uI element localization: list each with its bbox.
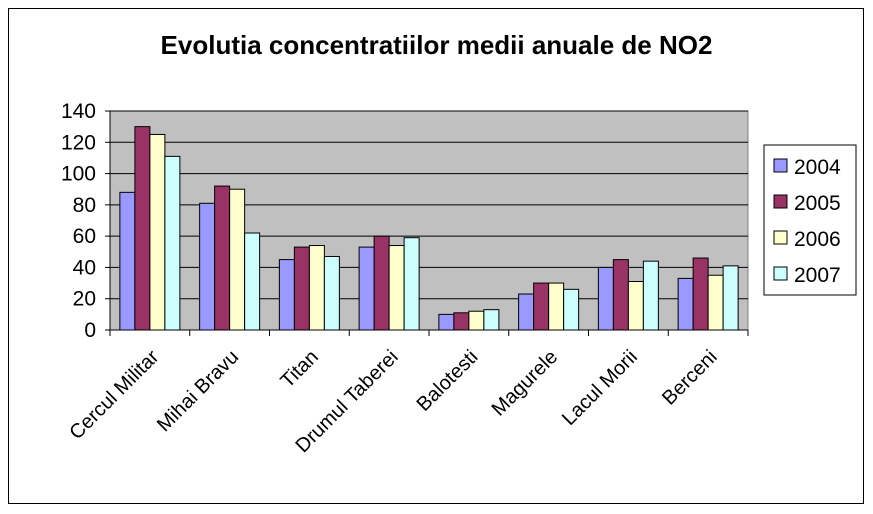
chart-title: Evolutia concentratiilor medii anuale de… — [160, 30, 713, 60]
bar-2005 — [453, 312, 470, 331]
legend-swatch-2004 — [773, 158, 788, 173]
bar-2005 — [134, 126, 151, 331]
bar-2007 — [164, 155, 181, 331]
bar-2006 — [229, 188, 246, 331]
bar-2006 — [548, 282, 565, 331]
category-label: Berceni — [658, 346, 722, 410]
bar-2004 — [358, 246, 375, 331]
legend-label-2006: 2006 — [794, 228, 841, 251]
legend-label-2007: 2007 — [794, 264, 841, 287]
bar-2004 — [199, 202, 216, 331]
y-tick-label: 120 — [61, 131, 96, 154]
category-label: Cercul Militar — [65, 346, 163, 444]
y-tick-label: 100 — [61, 163, 96, 186]
bar-2004 — [119, 191, 136, 331]
bar-2006 — [468, 310, 485, 331]
y-tick-label: 80 — [73, 194, 96, 217]
bar-2004 — [677, 277, 694, 331]
legend-label-2005: 2005 — [794, 192, 841, 215]
bar-2007 — [642, 260, 659, 331]
bar-2007 — [403, 237, 420, 331]
bar-2007 — [722, 265, 739, 331]
bar-2006 — [149, 133, 166, 331]
category-label: Magurele — [488, 346, 563, 421]
bar-2005 — [293, 246, 310, 331]
bar-2004 — [438, 313, 455, 331]
y-tick-label: 0 — [84, 319, 96, 342]
legend-swatch-2006 — [773, 230, 788, 245]
bar-2007 — [483, 309, 500, 331]
legend-swatch-2007 — [773, 266, 788, 281]
bar-2005 — [533, 282, 550, 331]
category-label: Balotesti — [413, 346, 483, 416]
y-tick-label: 140 — [61, 100, 96, 123]
category-label: Lacul Morii — [558, 346, 642, 430]
bar-2004 — [278, 259, 295, 331]
y-tick-label: 20 — [73, 288, 96, 311]
legend-label-2004: 2004 — [794, 156, 841, 179]
bar-2004 — [518, 293, 535, 331]
bar-2005 — [612, 259, 629, 331]
bar-2006 — [308, 245, 325, 331]
bar-2005 — [692, 257, 709, 331]
bar-2006 — [627, 281, 644, 331]
category-label: Mihai Bravu — [153, 346, 243, 436]
y-tick-label: 40 — [73, 256, 96, 279]
bar-2006 — [388, 245, 405, 331]
bar-2005 — [373, 235, 390, 331]
bar-2007 — [323, 255, 340, 331]
legend-swatch-2005 — [773, 194, 788, 209]
category-label: Titan — [276, 346, 322, 392]
bar-2004 — [597, 266, 614, 331]
bar-2007 — [563, 288, 580, 331]
bar-2005 — [214, 185, 231, 331]
y-tick-label: 60 — [73, 225, 96, 248]
bar-2007 — [244, 232, 261, 331]
bar-2006 — [707, 274, 724, 331]
